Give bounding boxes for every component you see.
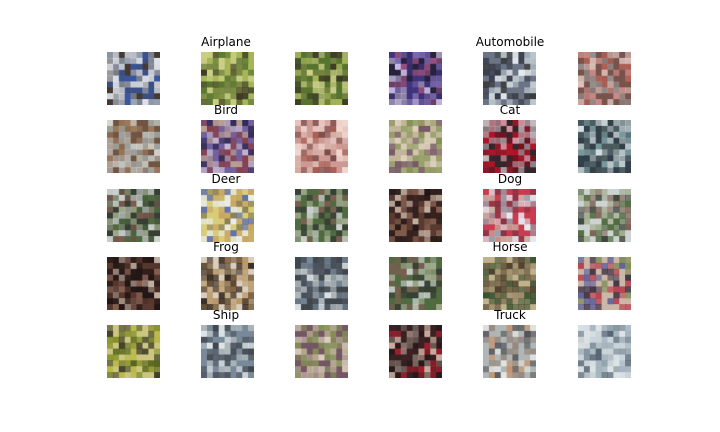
sample-image-mosaic <box>295 52 348 105</box>
sample-image-mosaic <box>201 257 254 310</box>
sample-image-mosaic <box>389 120 442 173</box>
sample-image-mosaic <box>295 257 348 310</box>
sample-image <box>483 120 536 173</box>
sample-image-mosaic <box>201 325 254 378</box>
label-ship: Ship <box>212 308 240 322</box>
sample-image <box>295 52 348 105</box>
sample-image <box>107 257 160 310</box>
label-horse: Horse <box>492 240 528 254</box>
sample-image-mosaic <box>483 189 536 242</box>
sample-image-mosaic <box>201 52 254 105</box>
sample-image <box>201 120 254 173</box>
sample-image <box>389 325 442 378</box>
sample-image <box>107 325 160 378</box>
sample-image <box>201 257 254 310</box>
sample-image-mosaic <box>483 52 536 105</box>
label-dog: Dog <box>497 172 523 186</box>
sample-image-mosaic <box>295 189 348 242</box>
sample-image <box>201 52 254 105</box>
sample-image <box>578 189 631 242</box>
sample-image-mosaic <box>578 52 631 105</box>
label-deer: Deer <box>211 172 241 186</box>
sample-image-mosaic <box>578 257 631 310</box>
sample-image <box>107 52 160 105</box>
label-airplane: Airplane <box>201 35 251 49</box>
sample-image <box>483 257 536 310</box>
sample-image-mosaic <box>295 325 348 378</box>
sample-image <box>107 189 160 242</box>
sample-image-mosaic <box>201 189 254 242</box>
sample-image-mosaic <box>107 325 160 378</box>
sample-image-mosaic <box>578 120 631 173</box>
sample-image <box>201 325 254 378</box>
sample-image <box>578 120 631 173</box>
sample-image <box>389 257 442 310</box>
sample-image-mosaic <box>483 120 536 173</box>
sample-image <box>578 52 631 105</box>
sample-image <box>483 325 536 378</box>
sample-image <box>389 189 442 242</box>
sample-image-mosaic <box>295 120 348 173</box>
sample-image-mosaic <box>107 257 160 310</box>
sample-image <box>483 189 536 242</box>
sample-image <box>389 52 442 105</box>
sample-image <box>483 52 536 105</box>
label-automobile: Automobile <box>475 35 545 49</box>
label-bird: Bird <box>214 103 238 117</box>
sample-image-mosaic <box>483 325 536 378</box>
sample-image-mosaic <box>389 52 442 105</box>
sample-image-mosaic <box>483 257 536 310</box>
sample-image-mosaic <box>578 189 631 242</box>
sample-image <box>389 120 442 173</box>
sample-image <box>578 325 631 378</box>
sample-image <box>295 325 348 378</box>
sample-image <box>578 257 631 310</box>
sample-image-mosaic <box>389 257 442 310</box>
sample-image <box>201 189 254 242</box>
label-frog: Frog <box>213 240 239 254</box>
sample-image-mosaic <box>107 120 160 173</box>
sample-image-mosaic <box>578 325 631 378</box>
sample-image-mosaic <box>201 120 254 173</box>
sample-image <box>107 120 160 173</box>
sample-image <box>295 257 348 310</box>
sample-image-mosaic <box>107 52 160 105</box>
sample-image-mosaic <box>389 325 442 378</box>
sample-image <box>295 120 348 173</box>
sample-image-mosaic <box>389 189 442 242</box>
sample-image-mosaic <box>107 189 160 242</box>
label-cat: Cat <box>499 103 521 117</box>
label-truck: Truck <box>494 308 526 322</box>
sample-image <box>295 189 348 242</box>
